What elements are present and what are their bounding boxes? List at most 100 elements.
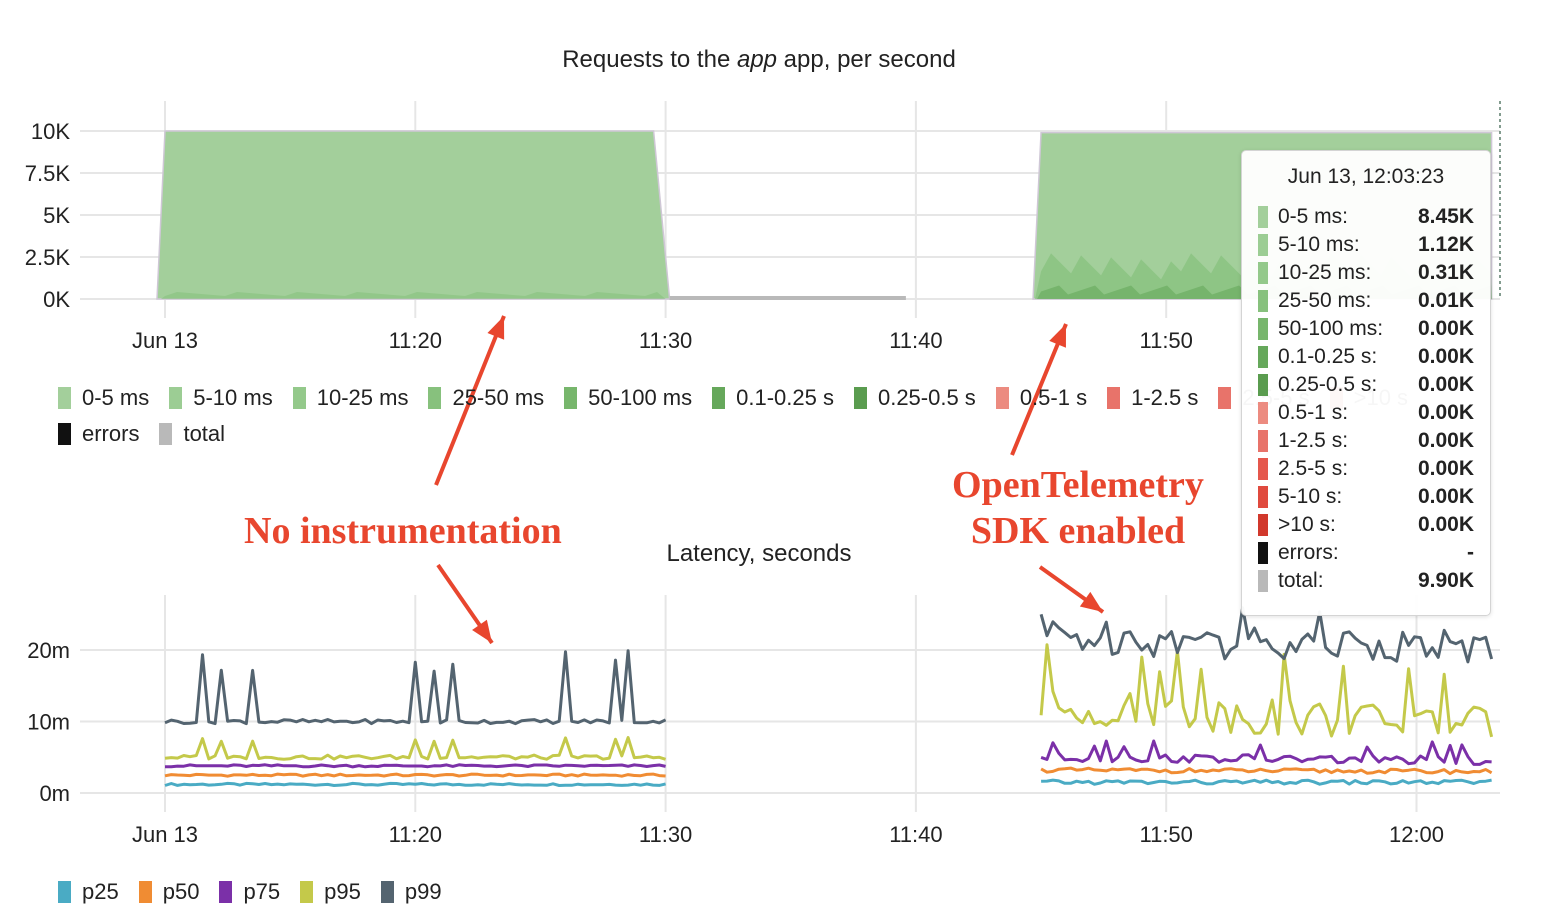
series-p50-segment-1 [164, 772, 666, 778]
tooltip-swatch [1258, 570, 1268, 592]
tooltip-label: 1-2.5 s: [1278, 429, 1349, 452]
tooltip-row: 0.1-0.25 s: 0.00K [1258, 343, 1474, 371]
legend-label: 0.25-0.5 s [877, 385, 976, 410]
legend-label: 0-5 ms [82, 385, 150, 410]
arrow-to-latency-left-head [472, 619, 492, 643]
tooltip-swatch [1258, 318, 1268, 340]
tooltip-swatch [1258, 430, 1268, 452]
series-p50-segment-2 [1040, 766, 1493, 776]
requests-chart-axes: 10K 7.5K 5K 2.5K 0K Jun 13 11:20 11:30 11:40 11:5… [25, 119, 1193, 353]
series-p75-segment-1 [164, 763, 666, 769]
series-p95-segment-2 [1039, 643, 1494, 738]
tooltip-swatch [1258, 486, 1268, 508]
legend-swatch [995, 387, 1009, 409]
tooltip-value: 0.00K [1417, 429, 1474, 452]
legend-swatch [58, 423, 71, 445]
tooltip-row: >10 s: 0.00K [1258, 511, 1474, 539]
tooltip-label: total: [1278, 569, 1324, 592]
series-p99-segment-2 [1039, 606, 1494, 664]
tooltip-value: 9.90K [1417, 569, 1474, 592]
legend-item[interactable]: 1-2.5 s [1107, 380, 1198, 416]
hover-tooltip: Jun 13, 12:03:23 0-5 ms: 8.45K 5-10 ms: 1.1… [1241, 150, 1491, 616]
tooltip-swatch [1258, 262, 1268, 284]
tooltip-label: 0.5-1 s: [1278, 401, 1349, 424]
tooltip-row: 10-25 ms: 0.31K [1258, 259, 1474, 287]
legend-swatch [169, 387, 183, 409]
legend-item[interactable]: 50-100 ms [564, 380, 692, 416]
requests-x-tick-label: Jun 13 [132, 328, 198, 353]
tooltip-swatch [1258, 402, 1268, 424]
legend-item[interactable]: 5-10 ms [169, 380, 273, 416]
legend-item[interactable]: 25-50 ms [428, 380, 544, 416]
tooltip-label: >10 s: [1278, 513, 1336, 536]
requests-x-tick-label: 11:30 [639, 328, 692, 353]
annotation-arrows [434, 315, 1105, 645]
requests-y-tick-label: 5K [43, 203, 70, 228]
tooltip-value: 0.00K [1417, 373, 1474, 396]
tooltip-label: 50-100 ms: [1278, 317, 1384, 340]
tooltip-row: 0.5-1 s: 0.00K [1258, 399, 1474, 427]
tooltip-value: 0.00K [1417, 317, 1474, 340]
legend-swatch [58, 387, 71, 409]
series-p99-segment-1 [164, 649, 667, 726]
tooltip-label: 2.5-5 s: [1278, 457, 1349, 480]
requests-x-tick-label: 11:40 [889, 328, 942, 353]
legend-label: 0.5-1 s [1019, 385, 1088, 410]
legend-item[interactable]: p75 [219, 874, 280, 910]
legend-swatch [292, 387, 306, 409]
legend-item[interactable]: p50 [138, 874, 200, 910]
latency-x-tick-label: 11:20 [389, 822, 442, 847]
legend-swatch [853, 387, 867, 409]
legend-item[interactable]: 0.1-0.25 s [712, 380, 834, 416]
tooltip-swatch [1258, 458, 1268, 480]
tooltip-row: total: 9.90K [1258, 567, 1474, 595]
legend-item[interactable]: 10-25 ms [292, 380, 408, 416]
legend-swatch [1107, 387, 1121, 409]
arrow-to-requests-right-head [1049, 324, 1066, 348]
latency-y-tick-label: 20m [27, 638, 70, 663]
tooltip-value: 0.00K [1417, 401, 1474, 424]
legend-item[interactable]: total [159, 416, 225, 452]
tooltip-swatch [1258, 542, 1268, 564]
requests-y-tick-label: 10K [31, 119, 70, 144]
tooltip-label: 5-10 s: [1278, 485, 1343, 508]
legend-item[interactable]: 0.25-0.5 s [853, 380, 976, 416]
latency-chart-title: Latency, seconds [666, 540, 851, 567]
series-p25-segment-2 [1041, 778, 1492, 786]
tooltip-value: 0.00K [1417, 457, 1474, 480]
legend-item[interactable]: p95 [300, 874, 361, 910]
tooltip-swatch [1258, 514, 1268, 536]
legend-item[interactable]: 0.5-1 s [995, 380, 1088, 416]
latency-y-tick-label: 10m [27, 710, 70, 735]
legend-swatch [138, 881, 152, 903]
tooltip-value: - [1467, 541, 1474, 564]
tooltip-value: 0.01K [1417, 289, 1474, 312]
requests-legend: 0-5 ms 5-10 ms 10-25 ms 25-50 ms 50-100 ms 0.… [58, 380, 1518, 452]
legend-item[interactable]: p25 [58, 874, 119, 910]
tooltip-value: 0.00K [1417, 345, 1474, 368]
tooltip-row: 5-10 s: 0.00K [1258, 483, 1474, 511]
tooltip-label: 10-25 ms: [1278, 261, 1372, 284]
legend-item[interactable]: p99 [380, 874, 442, 910]
latency-legend: p25 p50 p75 p95 p99 [58, 874, 1058, 910]
legend-swatch [564, 387, 578, 409]
requests-x-tick-label: 11:20 [389, 328, 442, 353]
requests-x-tick-label: 11:50 [1139, 328, 1192, 353]
legend-item[interactable]: 0-5 ms [58, 380, 149, 416]
legend-label: p50 [162, 879, 200, 904]
tooltip-row: 2.5-5 s: 0.00K [1258, 455, 1474, 483]
legend-swatch [300, 881, 314, 903]
tooltip-row: 0-5 ms: 8.45K [1258, 203, 1474, 231]
series-p75-segment-2 [1040, 739, 1492, 766]
latency-chart-lines [164, 606, 1494, 787]
latency-y-tick-label: 0m [39, 781, 70, 806]
requests-y-tick-label: 0K [43, 287, 70, 312]
tooltip-swatch [1258, 290, 1268, 312]
latency-chart-axes: 20m 10m 0m Jun 13 11:20 11:30 11:40 11:50 12:00 [27, 638, 1444, 847]
legend-item[interactable]: errors [58, 416, 139, 452]
area-0-5ms-segment-1 [156, 130, 671, 300]
legend-swatch [712, 387, 726, 409]
series-p95-segment-1 [164, 736, 667, 761]
legend-label: 0.1-0.25 s [736, 385, 834, 410]
tooltip-swatch [1258, 234, 1268, 256]
